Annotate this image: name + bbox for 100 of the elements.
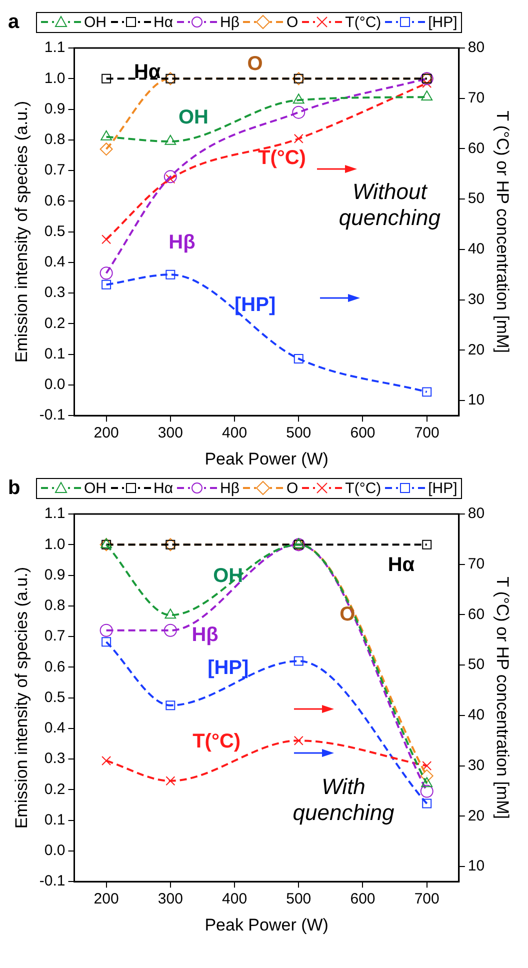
- point: [164, 624, 177, 637]
- point: [294, 354, 304, 364]
- y2-tick-label: 20: [468, 807, 485, 824]
- y-tick-label: 0.3: [44, 750, 66, 768]
- y2-tick-label: 80: [468, 39, 485, 56]
- point: [420, 769, 434, 782]
- y2-tick-label: 20: [468, 341, 485, 358]
- point: [294, 656, 304, 666]
- point: [420, 784, 434, 798]
- point: [422, 798, 432, 808]
- y-tick-label: 0.8: [44, 597, 66, 614]
- x-axis-title: Peak Power (W): [204, 449, 328, 468]
- y-tick-label: 0.1: [44, 811, 66, 828]
- point: [421, 90, 433, 101]
- legend-label: T(°C): [345, 14, 382, 30]
- y2-tick-label: 40: [468, 240, 485, 258]
- annotation: [HP]: [208, 656, 249, 679]
- point: [166, 270, 176, 280]
- x-tick-label: 700: [414, 890, 440, 908]
- annotation: Hβ: [168, 231, 196, 254]
- point: [164, 608, 176, 619]
- legend-label: Hβ: [220, 14, 240, 30]
- point: [100, 142, 113, 156]
- legend-label: O: [286, 14, 298, 30]
- y-tick-label: 0.6: [44, 192, 66, 210]
- annotation: T(°C): [192, 730, 241, 752]
- x-tick-label: 300: [158, 890, 183, 908]
- x-tick-label: 600: [350, 890, 376, 908]
- point: [102, 756, 112, 766]
- point: [422, 540, 432, 550]
- legend-label: Hα: [154, 14, 174, 30]
- point: [166, 776, 176, 786]
- annotation: T(°C): [258, 146, 306, 169]
- y-tick-label: 0.8: [44, 131, 66, 148]
- y-tick-label: -0.1: [39, 406, 66, 424]
- y2-tick-label: 10: [468, 858, 485, 875]
- point: [102, 637, 112, 647]
- y2-tick-label: 10: [468, 392, 485, 409]
- y2-axis-title: T (°C) or HP concentration [mM]: [493, 110, 512, 353]
- x-tick-label: 500: [286, 890, 312, 908]
- point: [164, 170, 177, 184]
- legend-label: T(°C): [345, 480, 382, 496]
- y2-tick-label: 30: [468, 756, 485, 774]
- y-tick-label: 0.7: [44, 628, 66, 645]
- annotation: Hα: [134, 61, 162, 84]
- point: [422, 387, 432, 397]
- y-tick-label: 0.4: [44, 254, 66, 271]
- y-tick-label: 0.0: [44, 376, 66, 394]
- legend-label: [HP]: [428, 14, 458, 30]
- legend-label: OH: [84, 480, 106, 496]
- y2-tick-label: 40: [468, 706, 485, 724]
- annotation: With quenching: [292, 774, 396, 825]
- y-tick-label: 0.0: [44, 842, 66, 860]
- y-tick-label: 0.2: [44, 780, 66, 798]
- point: [100, 266, 113, 280]
- y-tick-label: 1.0: [44, 536, 66, 553]
- y-tick-label: 0.4: [44, 720, 66, 737]
- point: [422, 761, 432, 771]
- annotation: OH: [213, 565, 244, 588]
- y2-tick-label: 70: [468, 555, 485, 572]
- y-tick-label: 1.1: [44, 39, 66, 56]
- legend-label: O: [286, 480, 298, 496]
- x-tick-label: 400: [222, 424, 248, 442]
- x-tick-label: 400: [222, 890, 248, 908]
- annotation: Without quenching: [338, 179, 442, 230]
- point: [292, 94, 304, 104]
- chart-title: a: [8, 10, 20, 34]
- legend-label: [HP]: [428, 480, 458, 496]
- y2-tick-label: 80: [468, 505, 485, 522]
- annotation: Hα: [388, 554, 416, 576]
- legend-label: Hβ: [220, 480, 240, 496]
- legend-label: Hα: [154, 480, 174, 496]
- y2-tick-label: 60: [468, 606, 485, 623]
- y2-tick-label: 70: [468, 89, 485, 106]
- y-tick-label: 0.5: [44, 688, 66, 706]
- annotation: OH: [178, 106, 208, 128]
- y-tick-label: 0.6: [44, 658, 66, 676]
- y-tick-label: 0.5: [44, 222, 66, 240]
- annotation: O: [247, 53, 263, 76]
- x-tick-label: 200: [94, 424, 119, 442]
- y-tick-label: 0.9: [44, 566, 66, 584]
- y2-axis-title: T (°C) or HP concentration [mM]: [493, 576, 512, 819]
- x-axis-title: Peak Power (W): [204, 915, 328, 934]
- point: [164, 134, 176, 145]
- point: [100, 624, 113, 637]
- x-tick-label: 600: [350, 424, 376, 442]
- y-axis-title: Emission intensity of species (a.u.): [12, 566, 31, 829]
- y-axis-title: Emission intensity of species (a.u.): [12, 100, 31, 363]
- x-tick-label: 500: [286, 424, 312, 442]
- x-tick-label: 200: [94, 890, 119, 908]
- annotation: [HP]: [234, 294, 276, 316]
- point: [166, 700, 176, 710]
- x-tick-label: 700: [414, 424, 440, 442]
- annotation: Hβ: [192, 624, 218, 646]
- point: [100, 130, 112, 140]
- annotation: O: [340, 604, 356, 626]
- point: [292, 106, 306, 119]
- point: [102, 234, 112, 244]
- y-tick-label: 0.7: [44, 162, 66, 179]
- y2-tick-label: 50: [468, 656, 485, 674]
